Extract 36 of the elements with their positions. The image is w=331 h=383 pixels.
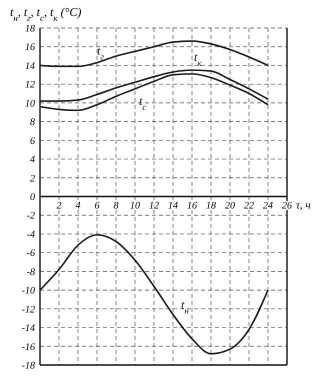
y-tick-label: -2 (26, 210, 35, 222)
x-axis-title: τ, ч (296, 200, 311, 212)
x-tick-label: 22 (244, 200, 254, 212)
x-tick-label: 2 (56, 200, 62, 212)
y-tick-label: 16 (25, 42, 35, 54)
y-tick-label: 12 (25, 80, 35, 91)
x-tick-label: 6 (94, 200, 100, 212)
x-tick-label: 24 (263, 200, 273, 212)
y-tick-label: -12 (22, 304, 35, 316)
y-tick-label: -8 (26, 266, 35, 278)
series-label: t$_{н}$ (181, 297, 190, 316)
x-tick-label: 20 (225, 200, 235, 212)
y-tick-label: -10 (22, 286, 35, 297)
x-tick-label: 12 (149, 200, 159, 212)
y-tick-label: 0 (30, 192, 35, 203)
y-tick-label: -18 (22, 360, 35, 372)
text: t$_{н}$, t$_{г}$, t$_{с}$, t$_{к}$ (°C) (10, 5, 82, 23)
x-tick-label: 16 (187, 200, 197, 212)
x-tick-label: 4 (76, 200, 80, 212)
y-tick-label: 14 (25, 60, 35, 72)
x-tick-label: 14 (168, 200, 178, 212)
y-tick-label: 18 (25, 24, 35, 34)
series-label: t$_{к}$ (194, 50, 202, 68)
y-tick-label: -4 (26, 229, 35, 240)
x-tick-label: 10 (130, 200, 140, 212)
series-label: t$_{г}$ (97, 44, 104, 62)
x-tick-label: 8 (114, 200, 118, 212)
y-tick-label: -6 (26, 248, 35, 260)
x-tick-label: 18 (206, 200, 216, 212)
y-tick-label: -16 (22, 342, 35, 353)
y-tick-label: 2 (30, 173, 35, 184)
y-tick-label: 6 (30, 136, 35, 147)
y-tick-label: 10 (25, 98, 35, 110)
y-tick-label: -14 (22, 323, 35, 334)
y-tick-label: 8 (30, 117, 35, 128)
y-tick-label: 4 (30, 154, 35, 166)
